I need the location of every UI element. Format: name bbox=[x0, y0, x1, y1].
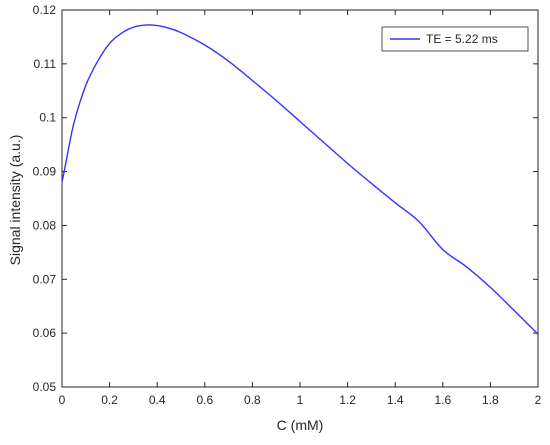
x-tick-label: 1.4 bbox=[387, 393, 404, 407]
x-tick-label: 0.8 bbox=[244, 393, 261, 407]
y-tick-label: 0.07 bbox=[33, 272, 57, 286]
y-tick-label: 0.12 bbox=[33, 3, 57, 17]
y-tick-label: 0.05 bbox=[33, 380, 57, 394]
x-tick-label: 0.4 bbox=[149, 393, 166, 407]
series-line bbox=[61, 24, 539, 335]
y-tick-label: 0.09 bbox=[33, 165, 57, 179]
x-tick-label: 0 bbox=[59, 393, 66, 407]
y-tick-label: 0.08 bbox=[33, 218, 57, 232]
y-tick-label: 0.1 bbox=[39, 111, 56, 125]
x-tick-label: 1.2 bbox=[339, 393, 356, 407]
x-axis-label: C (mM) bbox=[277, 417, 324, 433]
y-axis-label: Signal intensity (a.u.) bbox=[7, 135, 23, 266]
x-tick-label: 2 bbox=[535, 393, 542, 407]
plot-frame bbox=[61, 9, 539, 388]
x-tick-label: 1 bbox=[297, 393, 304, 407]
x-tick-label: 0.2 bbox=[101, 393, 118, 407]
x-tick-label: 1.6 bbox=[434, 393, 451, 407]
x-tick-label: 0.6 bbox=[196, 393, 213, 407]
x-tick-label: 1.8 bbox=[482, 393, 499, 407]
legend-label: TE = 5.22 ms bbox=[426, 32, 498, 46]
y-tick-label: 0.11 bbox=[34, 57, 57, 71]
y-tick-label: 0.06 bbox=[33, 326, 57, 340]
